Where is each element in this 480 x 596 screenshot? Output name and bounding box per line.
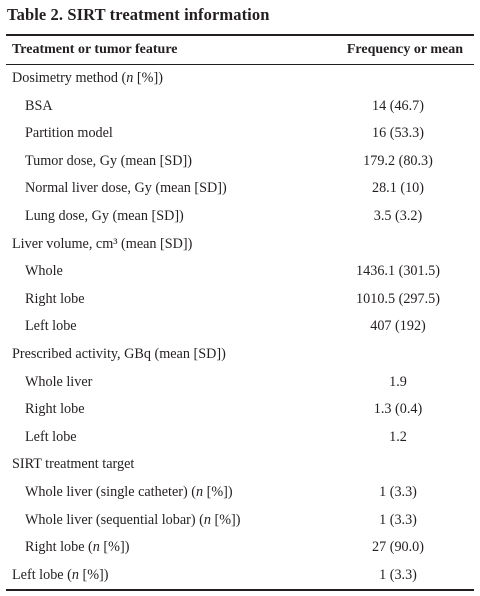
row-value: 179.2 (80.3) <box>363 152 433 169</box>
row-label: Tumor dose, Gy (mean [SD]) <box>25 152 192 169</box>
row-label: Prescribed activity, GBq (mean [SD]) <box>12 345 226 362</box>
table-row: Whole liver (sequential lobar) (n [%]) 1 … <box>0 507 480 535</box>
row-label: Dosimetry method (n [%]) <box>12 70 163 86</box>
row-label: Left lobe <box>25 318 77 335</box>
row-value: 1 (3.3) <box>379 483 417 500</box>
table-row: Whole liver 1.9 <box>0 369 480 397</box>
row-value: 14 (46.7) <box>371 97 424 114</box>
table-row: Left lobe 407 (192) <box>0 313 480 341</box>
row-value: 3.5 (3.2) <box>373 207 423 224</box>
row-label: BSA <box>25 97 53 114</box>
table-body: Dosimetry method (n [%]) BSA 14 (46.7) Part… <box>0 65 480 589</box>
table-row: Left lobe (n [%]) 1 (3.3) <box>0 562 480 590</box>
table-row: Prescribed activity, GBq (mean [SD]) <box>0 341 480 369</box>
row-label: Lung dose, Gy (mean [SD]) <box>25 207 184 224</box>
table-row: Dosimetry method (n [%]) <box>0 65 480 93</box>
table-row: Right lobe (n [%]) 27 (90.0) <box>0 534 480 562</box>
table-row: Whole 1436.1 (301.5) <box>0 258 480 286</box>
table-row: Liver volume, cm³ (mean [SD]) <box>0 231 480 259</box>
row-label: Whole liver (single catheter) (n [%]) <box>25 483 233 500</box>
row-value: 1 (3.3) <box>379 511 417 528</box>
table-row: Lung dose, Gy (mean [SD]) 3.5 (3.2) <box>0 203 480 231</box>
row-label: Whole liver (sequential lobar) (n [%]) <box>25 511 241 528</box>
table-bottom-rule <box>6 589 474 591</box>
row-value: 28.1 (10) <box>371 180 424 197</box>
row-label: Partition model <box>25 125 113 142</box>
table-row: SIRT treatment target <box>0 451 480 479</box>
table-row: Tumor dose, Gy (mean [SD]) 179.2 (80.3) <box>0 148 480 176</box>
row-label: Left lobe (n [%]) <box>12 566 109 583</box>
table-top-rule <box>6 34 474 36</box>
row-value: 27 (90.0) <box>371 539 424 556</box>
row-value: 1.9 <box>389 373 407 390</box>
table-row: Partition model 16 (53.3) <box>0 120 480 148</box>
table-title: Table 2. SIRT treatment information <box>7 5 270 24</box>
row-label: Left lobe <box>25 428 77 445</box>
row-label: SIRT treatment target <box>12 456 135 473</box>
table-row: Whole liver (single catheter) (n [%]) 1 (… <box>0 479 480 507</box>
row-value: 1010.5 (297.5) <box>356 290 440 307</box>
row-value: 1436.1 (301.5) <box>356 263 440 280</box>
row-label: Whole liver <box>25 373 93 390</box>
table-row: Normal liver dose, Gy (mean [SD]) 28.1 (1… <box>0 175 480 203</box>
row-value: 407 (192) <box>370 318 426 335</box>
row-label: Right lobe <box>25 401 85 418</box>
row-label: Right lobe <box>25 290 85 307</box>
row-label: Normal liver dose, Gy (mean [SD]) <box>25 180 227 197</box>
table-header-rule <box>6 64 474 65</box>
row-value: 1.2 <box>389 428 407 445</box>
row-label: Liver volume, cm³ (mean [SD]) <box>12 235 193 252</box>
row-label: Right lobe (n [%]) <box>25 539 130 556</box>
row-value: 1 (3.3) <box>379 566 417 583</box>
column-header-value: Frequency or mean <box>346 42 463 57</box>
row-value: 16 (53.3) <box>371 125 424 142</box>
row-value: 1.3 (0.4) <box>373 401 423 418</box>
table-row: Right lobe 1010.5 (297.5) <box>0 286 480 314</box>
table-row: Left lobe 1.2 <box>0 424 480 452</box>
table-row: BSA 14 (46.7) <box>0 93 480 121</box>
table-row: Right lobe 1.3 (0.4) <box>0 396 480 424</box>
column-header-feature: Treatment or tumor feature <box>12 42 178 57</box>
row-label: Whole <box>25 263 63 280</box>
